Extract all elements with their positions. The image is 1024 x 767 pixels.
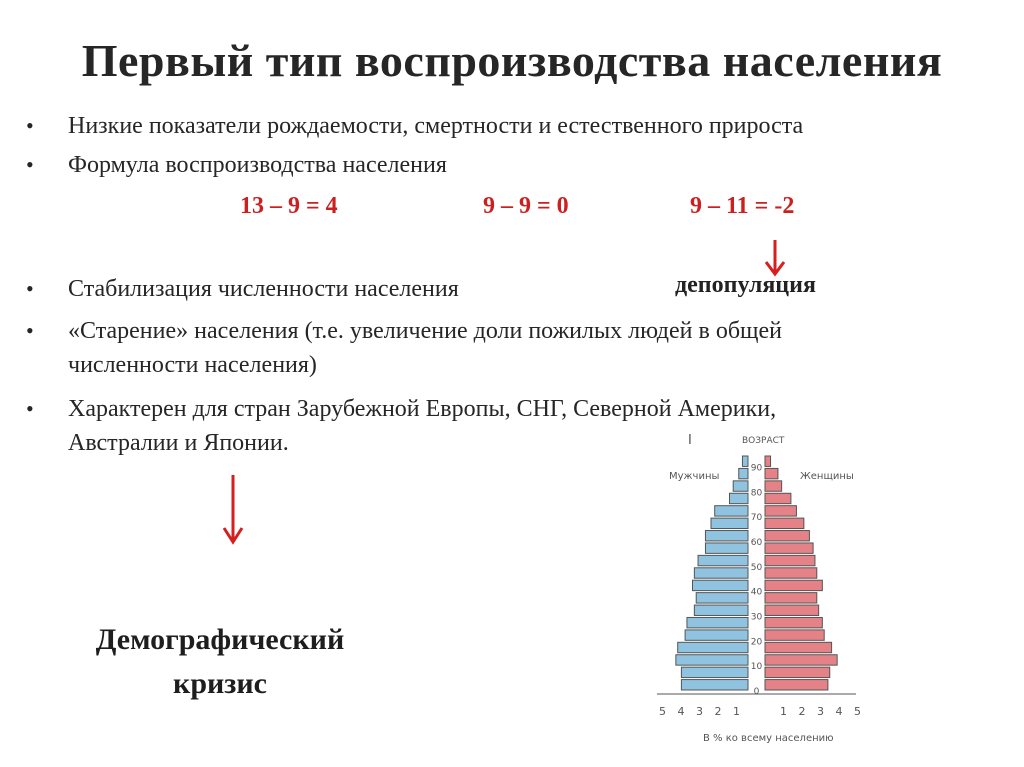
men-bar — [680, 666, 749, 679]
age-tick-label: 10 — [751, 662, 763, 672]
women-bar — [764, 542, 814, 554]
bullet-text: Стабилизация численности населения — [68, 276, 459, 302]
age-tick-label: 20 — [751, 637, 763, 647]
men-bar — [704, 530, 749, 542]
pyramid-bars — [675, 455, 838, 691]
depopulation-label: депопуляция — [675, 272, 816, 298]
percent-tick-label: 4 — [836, 705, 843, 718]
age-tick-label: 0 — [754, 687, 760, 697]
percent-tick-label: 4 — [678, 705, 685, 718]
age-tick-label: 50 — [751, 563, 763, 573]
women-bar — [764, 505, 797, 517]
men-bar — [692, 579, 749, 592]
pyramid-women-label: Женщины — [800, 471, 854, 482]
bullet-text-line2: численности населения) — [68, 352, 317, 378]
women-bar — [764, 492, 792, 505]
men-bar — [704, 542, 749, 554]
men-bar — [675, 654, 749, 666]
men-bar — [710, 517, 749, 530]
bullet-text-line1: «Старение» населения (т.е. увеличение до… — [68, 318, 783, 344]
percent-tick-label: 2 — [799, 705, 806, 718]
women-bar — [764, 679, 829, 691]
percent-tick-label: 3 — [817, 705, 824, 718]
men-bar — [684, 629, 749, 641]
women-bar — [764, 579, 823, 592]
percent-tick-label: 5 — [659, 705, 666, 718]
bullet-text-line2: Австралии и Японии. — [68, 430, 289, 456]
men-bar — [693, 604, 749, 616]
women-bar — [764, 554, 816, 567]
formula-2: 9 – 9 = 0 — [483, 193, 569, 219]
slide-title: Первый тип воспроизводства населения — [81, 35, 943, 86]
arrow-down-icon — [764, 240, 786, 277]
men-bar — [729, 492, 749, 505]
women-bar — [764, 592, 818, 604]
women-bar — [764, 616, 823, 629]
bullet-text: Низкие показатели рождаемости, смертност… — [68, 113, 804, 139]
percent-tick-label: 1 — [780, 705, 787, 718]
women-bar — [764, 467, 779, 480]
women-bar — [764, 666, 831, 679]
men-bar — [741, 455, 749, 467]
men-bar — [686, 616, 749, 629]
pyramid-men-label: Мужчины — [669, 471, 719, 482]
pyramid-roman: I — [688, 433, 692, 448]
percent-tick-label: 1 — [733, 705, 740, 718]
age-tick-label: 30 — [751, 612, 763, 622]
men-bar — [738, 467, 749, 480]
arrow-down-icon — [222, 475, 244, 545]
women-bar — [764, 654, 838, 666]
age-tick-label: 60 — [751, 538, 763, 548]
age-tick-label: 70 — [751, 513, 763, 523]
bullet-text: Формула воспроизводства населения — [68, 152, 447, 178]
women-bar — [764, 604, 820, 616]
pyramid-age-ticks: 90 80 70 60 50 40 30 20 10 0 — [751, 463, 763, 697]
women-bar — [764, 480, 783, 492]
women-bar — [764, 641, 833, 654]
women-bar — [764, 567, 818, 579]
bullet-dot: • — [26, 152, 34, 177]
percent-tick-label: 2 — [715, 705, 722, 718]
demographic-crisis-label: Демографический кризис — [60, 618, 380, 706]
women-bar — [764, 517, 805, 530]
men-bar — [693, 567, 749, 579]
bullet-dot: • — [26, 396, 34, 421]
age-tick-label: 80 — [751, 488, 763, 498]
men-bar — [677, 641, 749, 654]
crisis-line2: кризис — [173, 667, 267, 700]
men-bar — [714, 505, 749, 517]
percent-tick-label: 5 — [854, 705, 861, 718]
bullet-aging: • «Старение» населения (т.е. увеличение … — [26, 314, 783, 382]
formula-3: 9 – 11 = -2 — [690, 193, 795, 219]
bullet-dot: • — [26, 113, 34, 138]
men-bar — [697, 554, 749, 567]
bullet-dot: • — [26, 276, 34, 301]
pyramid-age-label: ВОЗРАСТ — [742, 436, 785, 446]
bullet-dot: • — [26, 318, 34, 343]
men-bar — [732, 480, 749, 492]
crisis-line1: Демографический — [95, 623, 345, 656]
women-bar — [764, 629, 825, 641]
bullet-stabilization: • Стабилизация численности населения — [26, 272, 459, 306]
population-pyramid: I ВОЗРАСТ Мужчины Женщины В % ко всему н… — [657, 433, 861, 744]
women-bar — [764, 530, 810, 542]
percent-tick-label: 3 — [696, 705, 703, 718]
men-bar — [695, 592, 749, 604]
bullet-text-line1: Характерен для стран Зарубежной Европы, … — [68, 396, 777, 422]
women-bar — [764, 455, 772, 467]
bullet-countries: • Характерен для стран Зарубежной Европы… — [26, 392, 777, 460]
bullet-low-rates: • Низкие показатели рождаемости, смертно… — [26, 109, 804, 143]
age-tick-label: 90 — [751, 463, 763, 473]
pyramid-x-label: В % ко всему населению — [703, 733, 834, 744]
bullet-formula: • Формула воспроизводства населения — [26, 148, 447, 182]
formula-1: 13 – 9 = 4 — [240, 193, 338, 219]
men-bar — [680, 679, 749, 691]
age-tick-label: 40 — [751, 588, 763, 598]
